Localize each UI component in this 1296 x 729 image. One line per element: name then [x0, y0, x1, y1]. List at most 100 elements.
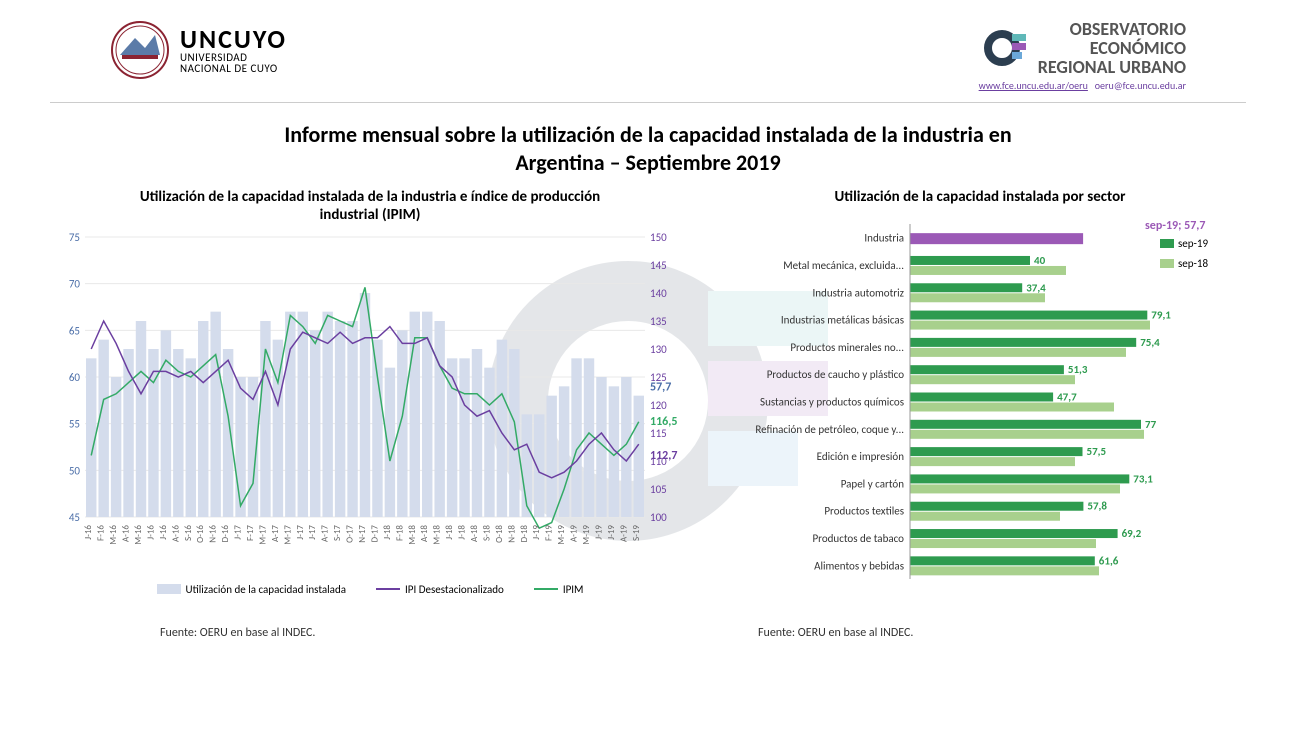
- svg-text:A-17: A-17: [270, 524, 281, 541]
- svg-text:J-17: J-17: [295, 524, 306, 539]
- svg-text:A-18: A-18: [469, 524, 480, 541]
- svg-text:140: 140: [650, 287, 667, 300]
- svg-text:120: 120: [650, 399, 667, 412]
- main-title-l1: Informe mensual sobre la utilización de …: [0, 121, 1296, 150]
- svg-text:J-17: J-17: [307, 524, 318, 539]
- svg-text:130: 130: [650, 343, 667, 356]
- svg-text:77: 77: [1145, 418, 1157, 431]
- svg-text:57,7: 57,7: [650, 381, 671, 395]
- svg-text:Metal mecánica, excluida...: Metal mecánica, excluida...: [783, 259, 904, 272]
- svg-text:51,3: 51,3: [1068, 363, 1088, 376]
- oeru-logo-block: OBSERVATORIO ECONÓMICO REGIONAL URBANO w…: [979, 20, 1186, 92]
- svg-text:Edición e impresión: Edición e impresión: [817, 450, 905, 463]
- svg-text:A-19: A-19: [569, 524, 580, 541]
- svg-text:Productos textiles: Productos textiles: [824, 505, 904, 518]
- svg-text:Industria: Industria: [864, 232, 904, 245]
- right-chart-title: Utilización de la capacidad instalada po…: [710, 188, 1250, 206]
- legend-bar: Utilización de la capacidad instalada: [157, 583, 346, 596]
- svg-text:145: 145: [650, 259, 667, 272]
- svg-text:115: 115: [650, 427, 667, 440]
- svg-text:O-16: O-16: [195, 524, 206, 542]
- uncuyo-badge-icon: [110, 20, 170, 80]
- left-chart-title: Utilización de la capacidad instalada de…: [50, 188, 690, 224]
- main-title: Informe mensual sobre la utilización de …: [0, 121, 1296, 178]
- svg-text:S-16: S-16: [183, 524, 194, 540]
- svg-text:J-17: J-17: [233, 524, 244, 539]
- oeru-email[interactable]: oeru@fce.uncu.edu.ar: [1095, 79, 1186, 92]
- uncuyo-name: UNCUYO: [180, 26, 287, 52]
- left-chart-container: Utilización de la capacidad instalada de…: [50, 188, 690, 596]
- sector-bar-chart: sep-19 sep-18 sep-19; 57,7 Industria Metal m…: [710, 214, 1250, 584]
- svg-text:A-18: A-18: [419, 524, 430, 541]
- svg-text:A-16: A-16: [170, 524, 181, 541]
- oeru-logo-icon: [982, 24, 1030, 72]
- svg-text:S-17: S-17: [332, 524, 343, 540]
- svg-text:Alimentos y bebidas: Alimentos y bebidas: [814, 559, 904, 572]
- main-title-l2: Argentina – Septiembre 2019: [0, 149, 1296, 178]
- right-chart-container: Utilización de la capacidad instalada po…: [710, 188, 1250, 596]
- svg-text:sep-19: sep-19: [1178, 237, 1208, 250]
- svg-text:J-16: J-16: [158, 524, 169, 539]
- left-chart-legend: Utilización de la capacidad instalada IP…: [50, 583, 690, 596]
- svg-text:J-18: J-18: [382, 524, 393, 539]
- svg-text:N-16: N-16: [208, 524, 219, 542]
- svg-text:Productos de caucho y plástico: Productos de caucho y plástico: [767, 368, 904, 381]
- svg-text:Productos minerales no...: Productos minerales no...: [790, 341, 904, 354]
- svg-text:40: 40: [1034, 254, 1046, 267]
- legend-bar-swatch: [157, 584, 181, 594]
- oeru-links: www.fce.uncu.edu.ar/oeru oeru@fce.uncu.e…: [979, 79, 1186, 92]
- svg-text:sep-18: sep-18: [1178, 257, 1208, 270]
- uncuyo-logo-block: UNCUYO UNIVERSIDAD NACIONAL DE CUYO: [110, 20, 287, 80]
- oeru-url[interactable]: www.fce.uncu.edu.ar/oeru: [979, 79, 1088, 92]
- svg-text:M-18: M-18: [407, 524, 418, 544]
- svg-text:Papel y cartón: Papel y cartón: [841, 477, 904, 490]
- svg-text:N-17: N-17: [357, 524, 368, 542]
- svg-text:M-16: M-16: [133, 524, 144, 544]
- svg-text:O-17: O-17: [345, 524, 356, 542]
- svg-text:F-16: F-16: [96, 524, 107, 540]
- svg-text:F-19: F-19: [544, 524, 555, 540]
- svg-text:M-19: M-19: [581, 524, 592, 544]
- svg-text:60: 60: [69, 371, 81, 384]
- oeru-line2: ECONÓMICO: [1038, 39, 1186, 58]
- svg-text:61,6: 61,6: [1099, 554, 1119, 567]
- svg-text:A-16: A-16: [121, 524, 132, 541]
- svg-text:A-19: A-19: [618, 524, 629, 541]
- svg-text:100: 100: [650, 511, 667, 524]
- svg-text:150: 150: [650, 232, 667, 244]
- svg-text:J-19: J-19: [606, 524, 617, 539]
- footer-sources: Fuente: OERU en base al INDEC. Fuente: O…: [0, 596, 1296, 640]
- svg-text:112,7: 112,7: [650, 449, 677, 463]
- svg-text:J-18: J-18: [457, 524, 468, 539]
- legend-ipi-swatch: [376, 588, 400, 590]
- right-source: Fuente: OERU en base al INDEC.: [648, 626, 1246, 640]
- svg-text:D-16: D-16: [220, 524, 231, 542]
- svg-text:M-17: M-17: [282, 524, 293, 544]
- svg-text:65: 65: [69, 324, 80, 337]
- svg-text:S-18: S-18: [481, 524, 492, 540]
- svg-text:J-16: J-16: [145, 524, 156, 539]
- svg-text:M-19: M-19: [556, 524, 567, 544]
- svg-text:73,1: 73,1: [1133, 472, 1153, 485]
- svg-text:75: 75: [69, 232, 80, 244]
- svg-text:J-19: J-19: [593, 524, 604, 539]
- svg-text:135: 135: [650, 315, 667, 328]
- legend-ipi: IPI Desestacionalizado: [376, 583, 504, 596]
- svg-text:Sustancias y productos químico: Sustancias y productos químicos: [760, 395, 904, 408]
- page-header: UNCUYO UNIVERSIDAD NACIONAL DE CUYO OBSE…: [50, 0, 1246, 103]
- svg-text:J-16: J-16: [83, 524, 94, 539]
- svg-text:37,4: 37,4: [1026, 281, 1046, 294]
- svg-text:105: 105: [650, 483, 667, 496]
- combo-chart: 4550556065707510010511011512012513013514…: [50, 232, 690, 572]
- svg-text:F-18: F-18: [394, 524, 405, 540]
- svg-text:79,1: 79,1: [1151, 308, 1171, 321]
- svg-text:O-18: O-18: [494, 524, 505, 542]
- svg-text:75,4: 75,4: [1140, 336, 1160, 349]
- svg-text:F-17: F-17: [245, 524, 256, 540]
- svg-text:47,7: 47,7: [1057, 390, 1077, 403]
- svg-text:J-18: J-18: [444, 524, 455, 539]
- legend-ipim: IPIM: [534, 583, 584, 596]
- svg-text:A-17: A-17: [320, 524, 331, 541]
- svg-text:sep-19; 57,7: sep-19; 57,7: [1145, 219, 1205, 233]
- svg-text:M-16: M-16: [108, 524, 119, 544]
